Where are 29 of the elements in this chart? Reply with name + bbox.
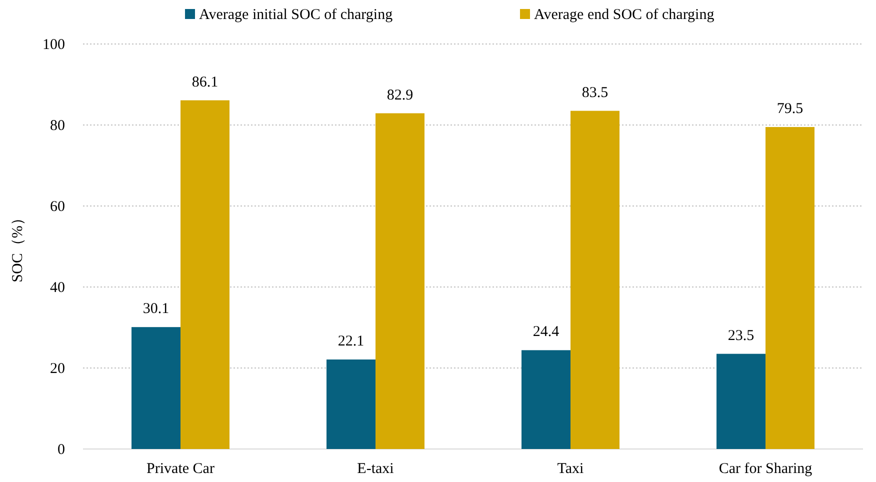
y-tick-label: 100: [42, 37, 65, 53]
y-tick-label: 40: [50, 280, 65, 296]
y-tick-label: 80: [50, 118, 65, 134]
y-tick-label: 20: [50, 361, 65, 377]
x-tick-label: Car for Sharing: [718, 461, 813, 477]
bar: [522, 350, 570, 449]
data-label: 86.1: [192, 74, 218, 90]
bar: [132, 327, 180, 449]
x-tick-label: E-taxi: [357, 461, 394, 477]
bar: [180, 100, 230, 449]
data-label: 79.5: [776, 101, 804, 118]
bar: [570, 110, 620, 449]
data-label: 30.1: [142, 301, 170, 318]
bar: [326, 359, 376, 449]
legend-label: Average initial SOC of charging: [199, 7, 394, 23]
data-label: 83.5: [582, 84, 608, 101]
y-tick-label: 0: [58, 442, 65, 458]
data-label: 24.4: [532, 324, 560, 340]
y-tick-label: 60: [50, 199, 65, 215]
y-axis-title: SOC（%）: [10, 210, 26, 282]
data-label: 82.9: [386, 87, 414, 104]
bar: [766, 127, 814, 449]
bar: [716, 354, 766, 449]
legend-label: Average end SOC of charging: [534, 7, 715, 23]
data-label: 23.5: [728, 328, 754, 344]
x-tick-label: Private Car: [146, 461, 214, 477]
data-label: 22.1: [338, 333, 364, 350]
bar: [376, 113, 424, 449]
x-tick-label: Taxi: [557, 461, 584, 477]
